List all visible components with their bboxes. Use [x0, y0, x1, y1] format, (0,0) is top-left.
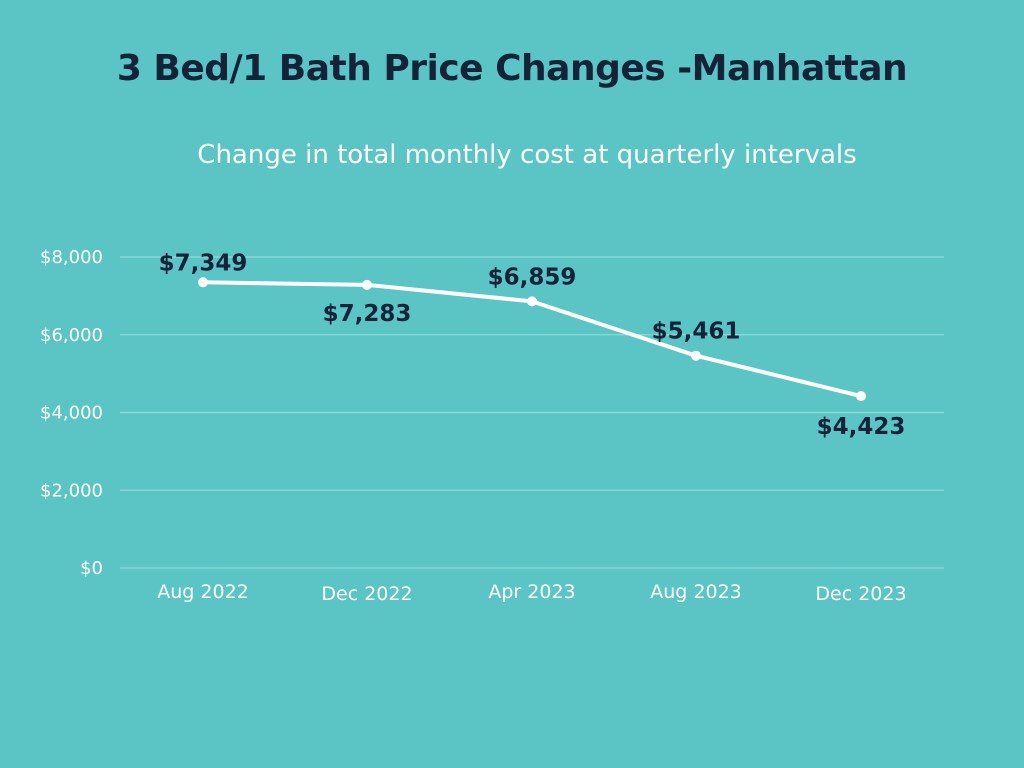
- data-label: $6,859: [488, 264, 577, 290]
- gridlines: [120, 256, 944, 569]
- chart-title: 3 Bed/1 Bath Price Changes -Manhattan: [116, 48, 908, 89]
- x-axis-ticks: Aug 2022 Dec 2022 Apr 2023 Aug 2023 Dec 2023: [157, 581, 906, 605]
- data-point: [527, 296, 537, 307]
- series-group: [198, 277, 866, 402]
- data-point: [856, 391, 866, 402]
- y-tick-label: $6,000: [40, 325, 103, 346]
- data-point: [691, 350, 701, 361]
- x-tick-label: Aug 2022: [157, 581, 249, 603]
- x-tick-label: Apr 2023: [488, 581, 575, 603]
- data-label: $4,423: [817, 414, 906, 440]
- y-axis-ticks: $0 $2,000 $4,000 $6,000 $8,000: [40, 247, 103, 579]
- y-tick-label: $4,000: [40, 403, 103, 424]
- data-point: [362, 279, 372, 290]
- data-point: [198, 277, 208, 288]
- x-tick-label: Aug 2023: [650, 581, 742, 603]
- chart-subtitle: Change in total monthly cost at quarterl…: [197, 140, 857, 170]
- data-label: $7,283: [323, 301, 412, 327]
- data-labels: $7,349 $7,283 $6,859 $5,461 $4,423: [159, 250, 906, 440]
- x-tick-label: Dec 2022: [321, 583, 412, 605]
- data-label: $7,349: [159, 250, 248, 276]
- data-label: $5,461: [652, 319, 741, 345]
- x-tick-label: Dec 2023: [815, 583, 906, 605]
- y-tick-label: $2,000: [40, 480, 103, 501]
- y-tick-label: $8,000: [40, 247, 103, 268]
- y-tick-label: $0: [80, 558, 103, 579]
